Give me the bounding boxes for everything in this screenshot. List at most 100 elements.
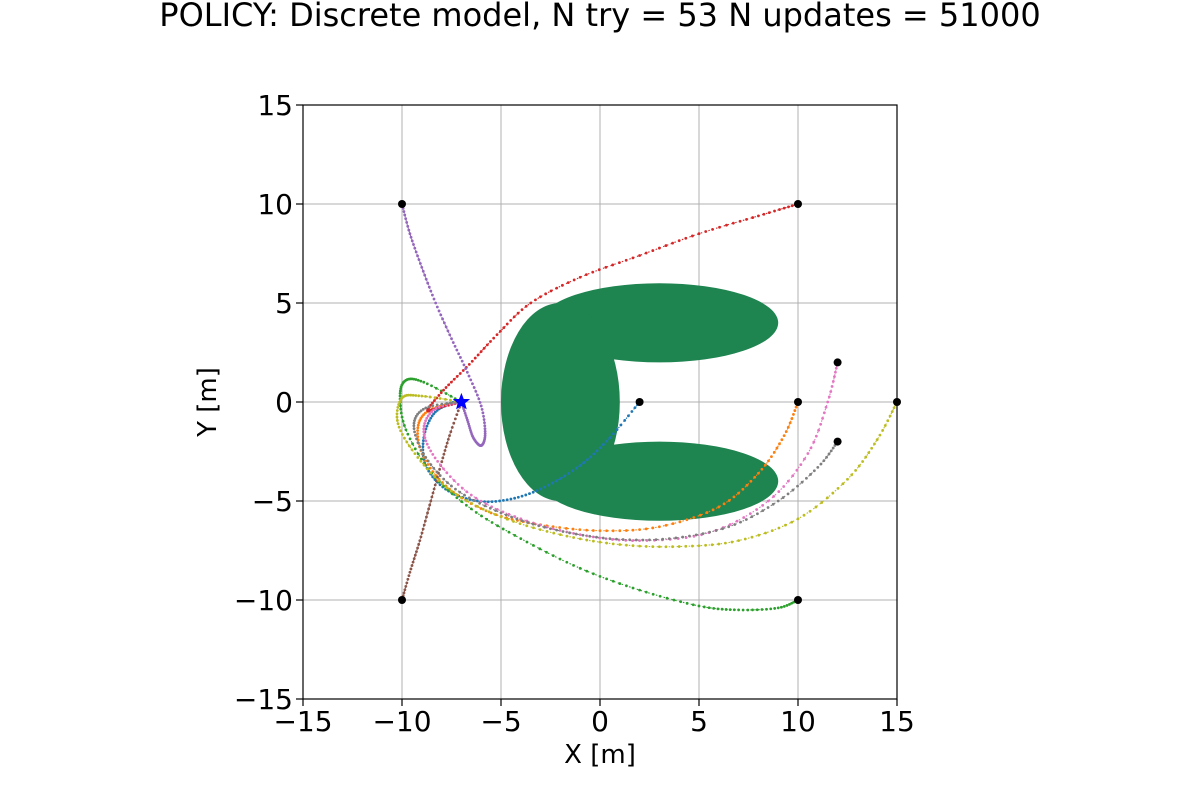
- trajectory-point: [724, 541, 727, 545]
- trajectory-point: [422, 433, 426, 437]
- trajectory-point: [589, 455, 592, 459]
- trajectory-point: [749, 479, 753, 483]
- trajectory-point: [447, 383, 450, 387]
- trajectory-point: [441, 456, 445, 460]
- trajectory-point: [467, 422, 471, 426]
- trajectory-point: [805, 476, 808, 480]
- trajectory-point: [651, 526, 655, 530]
- trajectory-point: [697, 544, 701, 548]
- trajectory-point: [396, 422, 400, 426]
- trajectory-point: [795, 468, 799, 472]
- trajectory-point: [475, 393, 479, 397]
- trajectory-point: [641, 538, 645, 542]
- trajectory-point: [476, 353, 480, 357]
- trajectory-point: [421, 445, 425, 449]
- trajectory-point: [431, 404, 435, 408]
- trajectory-point: [776, 499, 780, 503]
- trajectory-point: [833, 375, 836, 379]
- trajectory-point: [787, 205, 790, 209]
- trajectory-point: [432, 466, 436, 470]
- trajectory-point: [422, 413, 426, 417]
- trajectory-point: [539, 295, 542, 299]
- trajectory-point: [505, 498, 509, 502]
- trajectory-point: [720, 607, 724, 611]
- trajectory-point: [826, 496, 829, 500]
- trajectory-point: [618, 529, 622, 533]
- trajectory-point: [625, 543, 628, 547]
- trajectory-point: [678, 520, 682, 524]
- trajectory-point: [605, 529, 608, 533]
- trajectory-point: [445, 471, 449, 475]
- trajectory-point: [571, 469, 575, 473]
- trajectory-point: [746, 608, 750, 612]
- obstacle-body: [501, 303, 620, 501]
- trajectory-point: [433, 410, 437, 414]
- trajectory-point: [664, 545, 668, 549]
- trajectory-point: [437, 393, 441, 397]
- trajectory-point: [479, 507, 483, 510]
- trajectory-point: [399, 407, 403, 411]
- trajectory-point: [782, 605, 786, 608]
- trajectory-point: [796, 484, 799, 488]
- trajectory-point: [539, 487, 543, 491]
- trajectory-point: [782, 206, 786, 210]
- trajectory-point: [438, 474, 442, 477]
- trajectory-point: [679, 600, 683, 604]
- trajectory-point: [750, 535, 754, 539]
- trajectory-point: [424, 395, 427, 398]
- trajectory-point: [416, 429, 420, 432]
- trajectory-point: [469, 507, 473, 511]
- trajectory-point: [618, 261, 621, 264]
- trajectory-point: [584, 273, 588, 277]
- trajectory-point: [438, 397, 442, 400]
- trajectory-point: [739, 520, 742, 524]
- trajectory-point: [671, 545, 674, 549]
- trajectory-point: [615, 428, 619, 431]
- trajectory-point: [773, 607, 777, 610]
- trajectory-point: [407, 228, 411, 232]
- trajectory-point: [572, 278, 576, 282]
- trajectory-point: [651, 545, 655, 549]
- trajectory-point: [493, 512, 497, 516]
- start-point: [398, 596, 406, 604]
- trajectory-point: [505, 322, 509, 326]
- trajectory-point: [465, 499, 468, 502]
- trajectory-point: [631, 528, 635, 532]
- trajectory-point: [692, 516, 696, 519]
- trajectory-point: [413, 246, 417, 250]
- trajectory-point: [638, 254, 641, 257]
- y-tick-label: 15: [257, 89, 293, 122]
- trajectory-point: [704, 230, 708, 233]
- trajectory-point: [634, 538, 638, 542]
- trajectory-point: [418, 444, 421, 448]
- trajectory-point: [782, 434, 786, 438]
- trajectory-point: [410, 564, 414, 567]
- trajectory-point: [756, 512, 759, 516]
- trajectory-point: [416, 378, 420, 382]
- trajectory-point: [704, 543, 707, 547]
- trajectory-point: [435, 403, 439, 407]
- trajectory-point: [665, 596, 669, 600]
- y-tick-label: −5: [252, 485, 293, 518]
- trajectory-point: [427, 446, 431, 449]
- trajectory-point: [468, 426, 472, 430]
- trajectory-point: [724, 608, 728, 611]
- trajectory-point: [416, 426, 420, 430]
- trajectory-point: [792, 413, 795, 416]
- trajectory-point: [779, 605, 783, 609]
- trajectory-point: [794, 405, 798, 409]
- trajectory-point: [444, 392, 448, 395]
- trajectory-point: [425, 416, 429, 420]
- trajectory-point: [537, 524, 541, 528]
- trajectory-point: [809, 446, 813, 450]
- trajectory-point: [836, 486, 840, 490]
- trajectory-point: [424, 456, 428, 459]
- trajectory-point: [419, 409, 423, 413]
- trajectory-point: [881, 429, 885, 432]
- trajectory-point: [429, 449, 433, 453]
- trajectory-point: [565, 534, 569, 538]
- trajectory-point: [499, 511, 503, 515]
- trajectory-point: [531, 543, 535, 547]
- trajectory-point: [867, 451, 871, 455]
- trajectory-point: [710, 543, 714, 547]
